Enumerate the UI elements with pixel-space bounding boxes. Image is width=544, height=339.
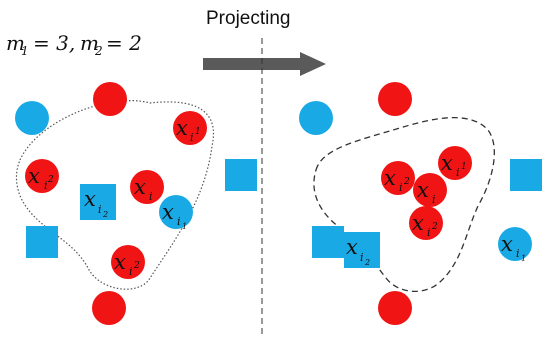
panel-after: x i 1 x i 2 x i x i 2 x i 2 x <box>299 82 542 325</box>
svg-text:2: 2 <box>102 210 108 219</box>
blue-square-point <box>26 226 58 258</box>
svg-text:i: i <box>44 179 48 192</box>
svg-text:x: x <box>441 151 453 175</box>
svg-text:x: x <box>84 187 96 211</box>
svg-text:x: x <box>384 166 396 190</box>
point-x-i-red-before: x i <box>130 170 164 204</box>
point-x-i-red-after: x i <box>413 173 447 207</box>
blue-square-point <box>312 226 344 258</box>
m1-value: = 3, <box>33 31 75 55</box>
svg-text:x: x <box>501 232 513 256</box>
svg-text:1: 1 <box>195 127 201 137</box>
svg-text:x: x <box>412 211 424 235</box>
point-x-i1-red-before: x i 1 <box>173 111 207 145</box>
m2-value: = 2 <box>106 31 142 55</box>
blue-circle-point <box>15 101 49 135</box>
point-x-i1-red-after: x i 1 <box>438 146 472 180</box>
svg-text:2: 2 <box>47 175 54 185</box>
svg-text:2: 2 <box>403 177 410 187</box>
svg-text:x: x <box>114 250 126 274</box>
m2-symbol: m <box>80 31 99 55</box>
svg-text:2: 2 <box>133 261 140 271</box>
projecting-label: Projecting <box>206 8 291 29</box>
projection-arrow <box>203 52 326 76</box>
svg-text:i: i <box>149 190 153 203</box>
point-x-i2-blue-square-after: x i 2 <box>344 232 380 268</box>
svg-text:i: i <box>129 265 133 278</box>
cluster-boundary-before <box>15 99 214 290</box>
svg-text:x: x <box>134 175 146 199</box>
svg-text:i: i <box>98 203 102 216</box>
svg-text:x: x <box>162 200 174 224</box>
point-x-i2-red-after: x i 2 <box>381 161 415 195</box>
svg-text:x: x <box>417 178 429 202</box>
point-x-i2-blue-square-before: x i 2 <box>80 184 116 220</box>
svg-text:i: i <box>360 251 364 264</box>
blue-square-point <box>225 159 257 191</box>
point-x-i1-blue-after: x i 1 <box>498 227 532 263</box>
red-circle-point <box>92 291 126 325</box>
svg-text:i: i <box>177 215 181 228</box>
red-circle-point <box>378 82 412 116</box>
blue-square-point <box>510 159 542 191</box>
m1-symbol: m <box>6 31 25 55</box>
point-x-i-blue-before: x i 1 <box>159 195 193 231</box>
panel-before: x i 1 x i 2 x i x i 1 x i 2 x <box>15 82 257 325</box>
cluster-boundary-after <box>313 117 495 293</box>
svg-text:1: 1 <box>521 254 526 263</box>
point-x-i-red-lower-after: x i 2 <box>409 206 443 240</box>
svg-text:2: 2 <box>431 222 438 232</box>
red-circle-point <box>378 291 412 325</box>
svg-text:1: 1 <box>461 162 467 172</box>
svg-text:x: x <box>346 235 358 259</box>
m1-subscript: 1 <box>21 44 29 58</box>
svg-text:1: 1 <box>182 222 187 231</box>
m2-subscript: 2 <box>94 44 103 58</box>
point-x-i-red-lower-before: x i 2 <box>111 245 145 279</box>
svg-text:i: i <box>427 226 431 239</box>
blue-circle-point <box>299 101 333 135</box>
svg-text:i: i <box>516 247 520 260</box>
svg-text:i: i <box>432 193 436 206</box>
parameters-formula: m 1 = 3, m 2 = 2 <box>6 31 142 58</box>
svg-text:i: i <box>399 181 403 194</box>
svg-text:x: x <box>176 116 188 140</box>
svg-text:x: x <box>28 164 40 188</box>
svg-text:i: i <box>456 166 460 179</box>
point-x-i2-red-before: x i 2 <box>25 159 59 193</box>
svg-text:i: i <box>190 131 194 144</box>
red-circle-point <box>93 82 127 116</box>
svg-text:2: 2 <box>364 258 370 267</box>
